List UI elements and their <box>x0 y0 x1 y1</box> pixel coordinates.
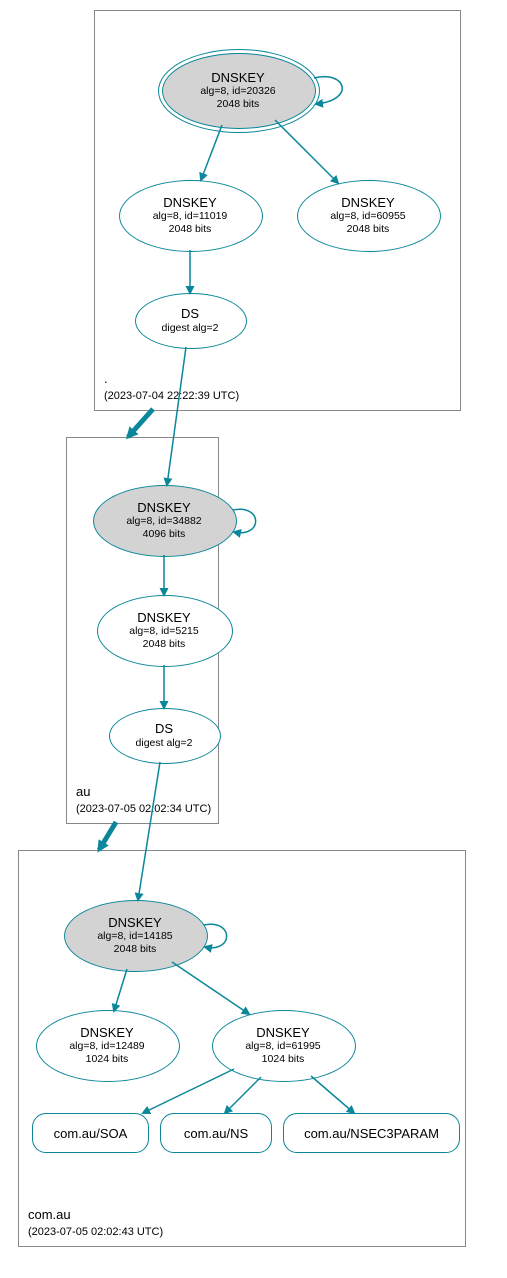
zone-root-label: . <box>104 371 108 386</box>
node-detail: alg=8, id=12489 <box>69 1040 144 1053</box>
node-root-ksk-text: DNSKEY alg=8, id=20326 2048 bits <box>162 53 314 127</box>
node-rr-ns: com.au/NS <box>160 1113 272 1153</box>
node-rr-nsec: com.au/NSEC3PARAM <box>283 1113 460 1153</box>
zone-comau-timestamp: (2023-07-05 02:02:43 UTC) <box>28 1226 163 1238</box>
node-title: DNSKEY <box>126 500 201 516</box>
zone-root-timestamp: (2023-07-04 22:22:39 UTC) <box>104 390 239 402</box>
zone-comau-label: com.au <box>28 1207 71 1222</box>
node-detail: alg=8, id=60955 <box>330 210 405 223</box>
node-detail: 2048 bits <box>200 98 275 111</box>
node-title: DNSKEY <box>69 1025 144 1041</box>
rr-label: com.au/NSEC3PARAM <box>304 1126 439 1141</box>
node-detail: digest alg=2 <box>162 322 219 335</box>
node-title: DS <box>136 721 193 737</box>
node-detail: 2048 bits <box>129 638 198 651</box>
node-title: DNSKEY <box>97 915 172 931</box>
node-detail: 4096 bits <box>126 528 201 541</box>
node-title: DNSKEY <box>245 1025 320 1041</box>
node-title: DNSKEY <box>153 195 228 211</box>
rr-label: com.au/SOA <box>54 1126 128 1141</box>
node-detail: 2048 bits <box>97 943 172 956</box>
node-detail: 2048 bits <box>153 223 228 236</box>
node-title: DNSKEY <box>330 195 405 211</box>
node-detail: alg=8, id=5215 <box>129 625 198 638</box>
node-detail: alg=8, id=61995 <box>245 1040 320 1053</box>
node-detail: alg=8, id=34882 <box>126 515 201 528</box>
node-root-ds-text: DS digest alg=2 <box>135 293 245 347</box>
node-au-ds-text: DS digest alg=2 <box>109 708 219 762</box>
node-comau-ksk-text: DNSKEY alg=8, id=14185 2048 bits <box>64 900 206 970</box>
zone-au-label: au <box>76 784 90 799</box>
node-title: DNSKEY <box>129 610 198 626</box>
node-root-zsk2-text: DNSKEY alg=8, id=60955 2048 bits <box>297 180 439 250</box>
node-detail: alg=8, id=20326 <box>200 85 275 98</box>
node-title: DNSKEY <box>200 70 275 86</box>
node-root-zsk1-text: DNSKEY alg=8, id=11019 2048 bits <box>119 180 261 250</box>
node-detail: alg=8, id=14185 <box>97 930 172 943</box>
node-au-ksk-text: DNSKEY alg=8, id=34882 4096 bits <box>93 485 235 555</box>
rr-label: com.au/NS <box>184 1126 248 1141</box>
zone-au-timestamp: (2023-07-05 02:02:34 UTC) <box>76 803 211 815</box>
node-au-zsk-text: DNSKEY alg=8, id=5215 2048 bits <box>97 595 231 665</box>
node-comau-zsk1-text: DNSKEY alg=8, id=12489 1024 bits <box>36 1010 178 1080</box>
node-comau-zsk2-text: DNSKEY alg=8, id=61995 1024 bits <box>212 1010 354 1080</box>
node-title: DS <box>162 306 219 322</box>
node-detail: 1024 bits <box>245 1053 320 1066</box>
node-detail: alg=8, id=11019 <box>153 210 228 223</box>
node-detail: 1024 bits <box>69 1053 144 1066</box>
node-rr-soa: com.au/SOA <box>32 1113 149 1153</box>
node-detail: 2048 bits <box>330 223 405 236</box>
node-detail: digest alg=2 <box>136 737 193 750</box>
